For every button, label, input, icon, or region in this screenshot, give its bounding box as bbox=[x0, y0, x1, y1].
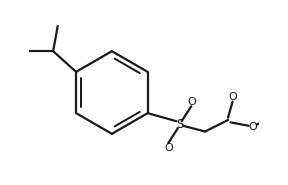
Text: O: O bbox=[164, 143, 173, 153]
Text: O: O bbox=[249, 122, 257, 132]
Text: O: O bbox=[228, 92, 237, 102]
Text: O: O bbox=[187, 97, 196, 107]
Text: S: S bbox=[176, 118, 183, 131]
